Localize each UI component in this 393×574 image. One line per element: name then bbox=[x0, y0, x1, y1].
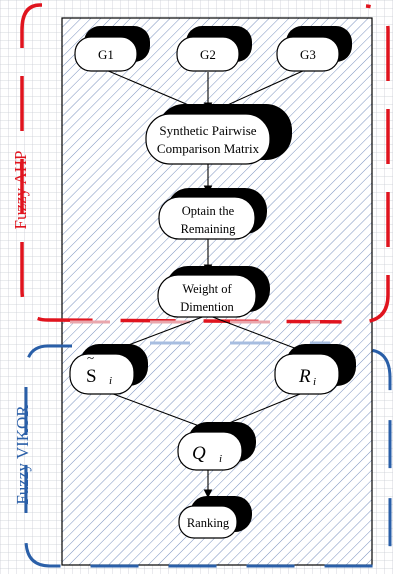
node-g3-label: G3 bbox=[300, 47, 316, 62]
node-s-tilde-mark: ~ bbox=[87, 350, 94, 365]
node-weight-label-1: Weight of bbox=[182, 282, 232, 296]
edge-weight-r bbox=[209, 315, 306, 353]
node-q-label: Q bbox=[192, 443, 206, 464]
node-s-label: S bbox=[86, 366, 97, 387]
node-weight-dimension: Weight of Dimention bbox=[157, 266, 270, 318]
node-q: Q i bbox=[177, 422, 256, 471]
node-g2: G2 bbox=[176, 26, 252, 72]
node-r-subscript: i bbox=[313, 376, 316, 388]
node-q-subscript: i bbox=[219, 453, 222, 465]
node-obtain-label-2: Remaining bbox=[181, 222, 237, 236]
node-s-subscript: i bbox=[109, 375, 112, 387]
node-r: R i bbox=[274, 344, 356, 395]
fuzzy-ahp-label: Fuzzy AHP bbox=[11, 151, 30, 230]
node-g1-label: G1 bbox=[98, 47, 114, 62]
node-pairwise-matrix: Synthetic Pairwise Comparison Matrix bbox=[145, 104, 292, 165]
node-g3: G3 bbox=[276, 26, 352, 72]
node-obtain-remaining: Optain the Remaining bbox=[158, 188, 267, 240]
fuzzy-vikor-label: Fuzzy VIKOR bbox=[13, 405, 32, 505]
node-pairwise-label-2: Comparison Matrix bbox=[157, 141, 260, 156]
node-s-tilde: ~ S i bbox=[69, 344, 148, 395]
edge-s-q bbox=[107, 391, 211, 431]
node-ranking: Ranking bbox=[178, 496, 252, 539]
node-g2-label: G2 bbox=[200, 47, 216, 62]
node-weight-label-2: Dimention bbox=[180, 300, 234, 314]
node-g1: G1 bbox=[74, 26, 150, 72]
node-r-label: R bbox=[298, 366, 311, 387]
ahp-group-border bbox=[20, 3, 390, 324]
node-ranking-label: Ranking bbox=[187, 516, 230, 530]
node-obtain-label-1: Optain the bbox=[182, 204, 235, 218]
vikor-group-border bbox=[24, 344, 392, 568]
node-pairwise-label-1: Synthetic Pairwise bbox=[159, 123, 256, 138]
